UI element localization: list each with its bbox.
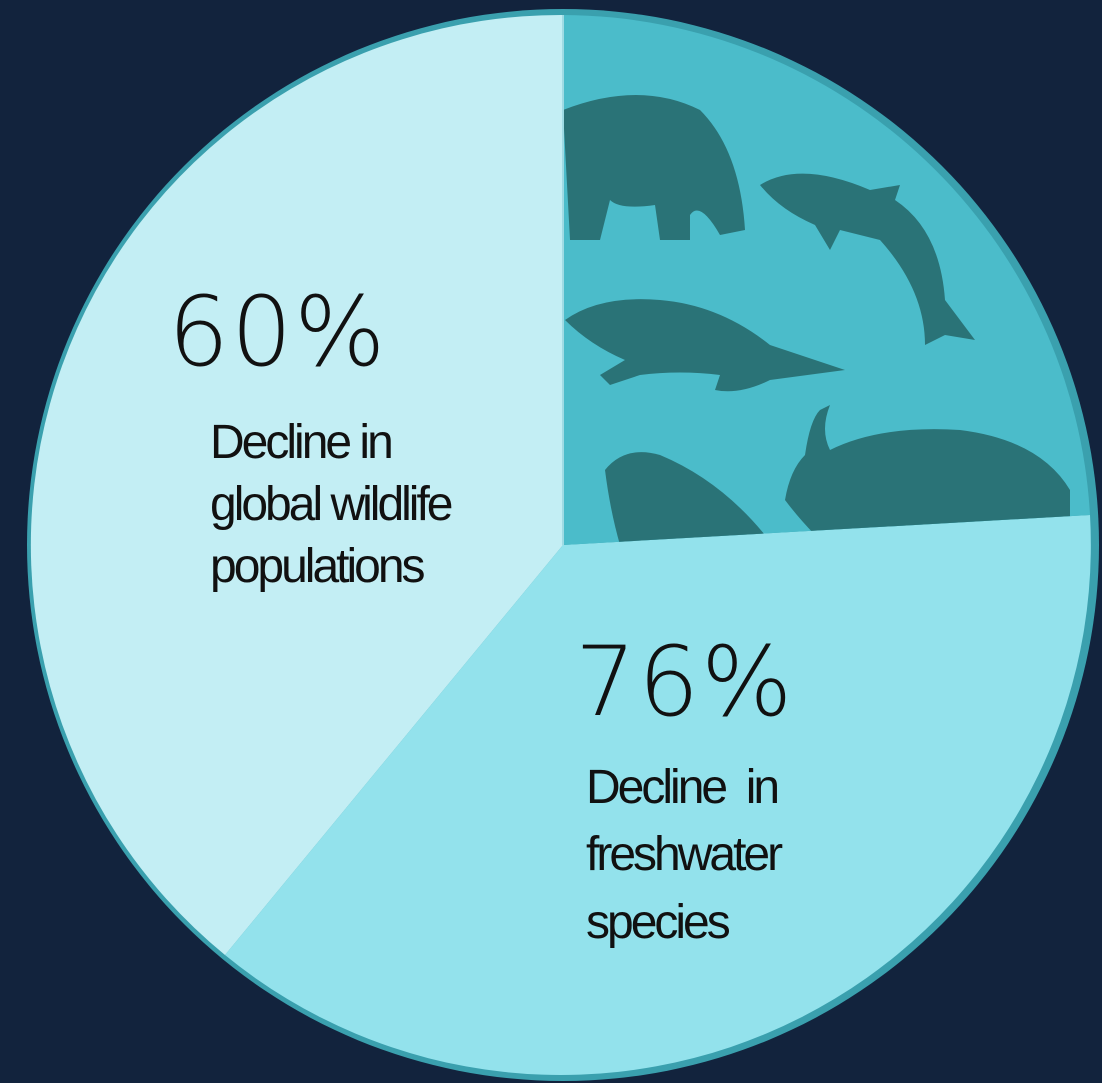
caption-line: global wildlife: [210, 478, 452, 531]
caption-line: species: [586, 896, 730, 949]
figure-value: 76%: [575, 626, 794, 738]
figure-value: 60%: [168, 276, 387, 388]
caption-line: populations: [210, 540, 425, 593]
animal-silhouettes: [563, 95, 1070, 545]
caption-line: freshwater: [586, 828, 783, 881]
slice-freshwater: [225, 515, 1091, 1075]
caption-line: Decline in: [210, 416, 391, 469]
slice-wildlife: [30, 14, 564, 955]
caption-line: Decline in: [586, 761, 777, 814]
